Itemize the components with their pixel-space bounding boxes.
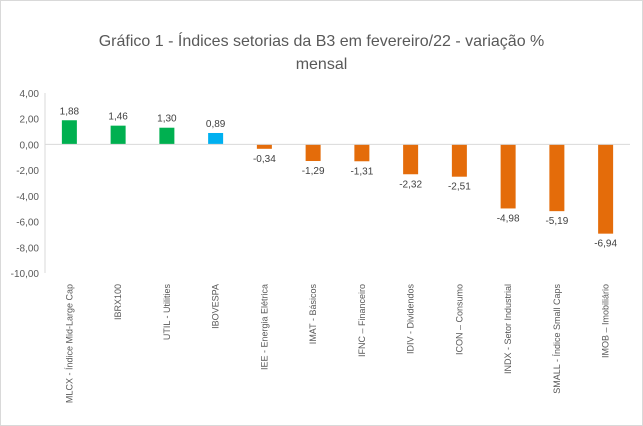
data-label: -0,34 bbox=[253, 154, 276, 165]
bar bbox=[598, 144, 614, 234]
data-label: -2,51 bbox=[448, 182, 471, 193]
bar bbox=[549, 144, 565, 212]
x-tick-label: IEE - Energia Elétrica bbox=[259, 284, 269, 370]
chart-title-line-1: Gráfico 1 - Índices setorias da B3 em fe… bbox=[98, 33, 545, 50]
x-tick-label: IMOB – Imobiliário bbox=[601, 284, 611, 358]
bar bbox=[256, 144, 272, 149]
data-label: 1,88 bbox=[60, 106, 80, 117]
y-tick-label: -8,00 bbox=[16, 243, 39, 254]
x-tick-label: IDIV - Dividendos bbox=[406, 284, 416, 355]
bar bbox=[208, 132, 224, 145]
bar bbox=[110, 125, 126, 145]
x-tick-label: IBRX100 bbox=[113, 284, 123, 320]
data-label: -5,19 bbox=[545, 216, 568, 227]
data-label: 0,89 bbox=[206, 119, 226, 130]
x-tick-label: MLCX - Índice Mid-Large Cap bbox=[64, 284, 74, 403]
data-label: -1,29 bbox=[302, 166, 325, 177]
y-tick-label: -2,00 bbox=[16, 166, 39, 177]
bar bbox=[159, 127, 175, 145]
x-tick-label: SMALL - Índice Small Caps bbox=[552, 284, 562, 394]
y-tick-label: 4,00 bbox=[20, 89, 40, 100]
y-tick-label: -6,00 bbox=[16, 218, 39, 229]
x-tick-label: IBOVESPA bbox=[211, 284, 221, 329]
data-label: -1,31 bbox=[350, 166, 373, 177]
x-tick-label: IMAT - Básicos bbox=[308, 284, 318, 345]
data-label: 1,30 bbox=[157, 114, 177, 125]
data-label: 1,46 bbox=[108, 112, 128, 123]
x-tick-label: UTIL - Utilities bbox=[162, 284, 172, 341]
y-tick-label: -10,00 bbox=[11, 269, 40, 280]
bar bbox=[305, 144, 321, 162]
y-tick-label: -4,00 bbox=[16, 192, 39, 203]
data-label: -6,94 bbox=[594, 239, 617, 250]
chart-title: Gráfico 1 - Índices setorias da B3 em fe… bbox=[0, 30, 643, 76]
chart-title-line-2: mensal bbox=[295, 56, 348, 73]
bar bbox=[403, 144, 419, 175]
bar bbox=[354, 144, 370, 162]
x-tick-label: ICON – Consumo bbox=[454, 284, 464, 355]
x-tick-label: INDX - Setor Industrial bbox=[503, 284, 513, 374]
data-label: -4,98 bbox=[497, 213, 520, 224]
bar bbox=[61, 120, 77, 145]
y-tick-label: 2,00 bbox=[20, 115, 40, 126]
y-tick-label: 0,00 bbox=[20, 140, 40, 151]
x-tick-label: IFNC – Financeiro bbox=[357, 284, 367, 357]
bar bbox=[451, 144, 467, 177]
bar bbox=[500, 144, 516, 209]
data-label: -2,32 bbox=[399, 179, 422, 190]
